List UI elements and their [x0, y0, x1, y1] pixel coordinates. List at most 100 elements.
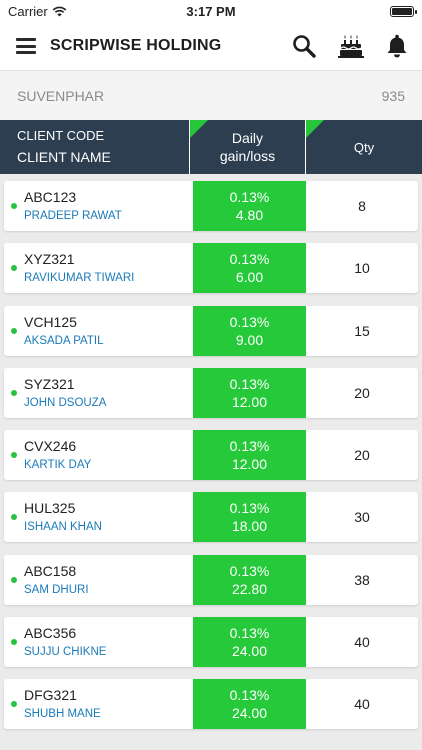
client-name[interactable]: RAVIKUMAR TIWARI: [24, 272, 135, 285]
status-dot: [11, 265, 17, 272]
client-code: CVX246: [24, 438, 77, 455]
client-name[interactable]: ISHAAN KHAN: [24, 521, 102, 534]
header-daily-gain-loss[interactable]: Daily gain/loss: [190, 120, 306, 174]
carrier-label: Carrier: [8, 3, 48, 19]
app-header: SCRIPWISE HOLDING: [0, 22, 422, 70]
client-name[interactable]: PRADEEP RAWAT: [24, 210, 122, 222]
gain-value: 4.80: [235, 207, 264, 223]
client-cell: SYZ321 JOHN DSOUZA: [4, 368, 193, 418]
holding-row[interactable]: VCH125 AKSADA PATIL 0.13% 9.00 15: [4, 305, 418, 356]
header-client-name: CLIENT NAME: [17, 149, 111, 165]
gain-cell: 0.13% 24.00: [193, 679, 306, 730]
gain-percent: 0.13%: [229, 438, 270, 455]
gain-cell: 0.13% 4.80: [193, 181, 306, 231]
status-bar: Carrier 3:17 PM: [0, 0, 422, 22]
status-dot: [11, 203, 17, 209]
status-dot: [11, 327, 17, 334]
status-dot: [11, 452, 17, 459]
client-cell: HUL325 ISHAAN KHAN: [4, 492, 193, 542]
gain-cell: 0.13% 24.00: [193, 617, 306, 668]
client-code: ABC123: [24, 189, 77, 205]
gain-value: 18.00: [231, 518, 268, 535]
client-name[interactable]: SHUBH MANE: [24, 708, 101, 721]
sort-marker: [306, 120, 324, 138]
battery-fill: [392, 7, 412, 15]
status-left: Carrier: [8, 4, 67, 19]
search-icon[interactable]: [292, 34, 316, 58]
client-name[interactable]: JOHN DSOUZA: [24, 396, 107, 409]
client-code: VCH125: [24, 313, 77, 330]
client-code: HUL325: [24, 500, 76, 517]
gain-cell: 0.13% 6.00: [193, 243, 306, 294]
client-name[interactable]: SUJJU CHIKNE: [24, 646, 107, 659]
gain-cell: 0.13% 9.00: [193, 305, 306, 356]
gain-percent: 0.13%: [229, 189, 270, 205]
client-name[interactable]: SAM DHURI: [24, 583, 89, 596]
holding-list: ABC123 PRADEEP RAWAT 0.13% 4.80 8 XYZ321 RAVIK…: [0, 174, 422, 730]
page-title: SCRIPWISE HOLDING: [50, 37, 222, 54]
client-cell: ABC158 SAM DHURI: [4, 555, 193, 605]
client-code: DFG321: [24, 687, 77, 704]
birthday-cake-icon[interactable]: [338, 33, 364, 59]
scrip-name: SUVENPHAR: [17, 87, 105, 104]
gain-percent: 0.13%: [229, 313, 270, 330]
gain-percent: 0.13%: [229, 562, 270, 579]
holding-row[interactable]: HUL325 ISHAAN KHAN 0.13% 18.00 30: [4, 492, 418, 543]
bell-icon[interactable]: [386, 34, 408, 58]
wifi-icon: [52, 6, 67, 16]
header-daily-label: Daily: [231, 130, 264, 146]
holding-row[interactable]: ABC123 PRADEEP RAWAT 0.13% 4.80 8: [4, 181, 418, 231]
gain-value: 24.00: [231, 643, 268, 660]
header-qty-label: Qty: [353, 139, 375, 155]
client-name[interactable]: AKSADA PATIL: [24, 334, 104, 347]
holding-row[interactable]: ABC356 SUJJU CHIKNE 0.13% 24.00 40: [4, 617, 418, 668]
holding-row[interactable]: DFG321 SHUBH MANE 0.13% 24.00 40: [4, 679, 418, 730]
holding-row[interactable]: XYZ321 RAVIKUMAR TIWARI 0.13% 6.00 10: [4, 243, 418, 294]
qty-cell: 20: [354, 447, 370, 464]
client-cell: DFG321 SHUBH MANE: [4, 679, 193, 729]
gain-value: 12.00: [231, 393, 268, 410]
client-cell: ABC123 PRADEEP RAWAT: [4, 181, 193, 231]
client-cell: VCH125 AKSADA PATIL: [4, 306, 193, 356]
client-code: XYZ321: [24, 251, 75, 268]
client-cell: ABC356 SUJJU CHIKNE: [4, 617, 193, 667]
client-name[interactable]: KARTIK DAY: [24, 459, 92, 472]
scrip-summary: SUVENPHAR 935: [0, 70, 422, 120]
holding-row[interactable]: CVX246 KARTIK DAY 0.13% 12.00 20: [4, 430, 418, 481]
gain-value: 12.00: [231, 456, 268, 473]
qty-cell: 38: [354, 571, 370, 588]
status-dot: [11, 514, 17, 521]
gain-value: 9.00: [235, 331, 264, 348]
client-cell: CVX246 KARTIK DAY: [4, 430, 193, 480]
header-actions: [292, 33, 408, 59]
gain-cell: 0.13% 18.00: [193, 492, 306, 543]
holding-row[interactable]: SYZ321 JOHN DSOUZA 0.13% 12.00 20: [4, 367, 418, 418]
holding-row[interactable]: ABC158 SAM DHURI 0.13% 22.80 38: [4, 554, 418, 605]
gain-percent: 0.13%: [229, 625, 270, 642]
scrip-value: 935: [381, 87, 405, 104]
battery-icon: [390, 5, 417, 17]
qty-cell: 30: [354, 509, 370, 526]
gain-percent: 0.13%: [229, 251, 270, 268]
qty-cell: 10: [354, 260, 370, 277]
status-dot: [11, 701, 17, 708]
status-dot: [11, 576, 17, 583]
menu-icon[interactable]: [16, 38, 36, 54]
client-code: SYZ321: [24, 375, 75, 392]
sort-marker: [190, 120, 208, 138]
qty-cell: 40: [354, 634, 370, 651]
status-dot: [11, 639, 17, 646]
qty-cell: 40: [354, 696, 370, 713]
qty-cell: 15: [354, 322, 370, 339]
qty-cell: 8: [358, 198, 366, 214]
gain-percent: 0.13%: [229, 687, 270, 704]
client-cell: XYZ321 RAVIKUMAR TIWARI: [4, 243, 193, 293]
header-qty[interactable]: Qty: [306, 120, 422, 174]
client-code: ABC158: [24, 562, 77, 579]
gain-value: 24.00: [231, 705, 268, 722]
qty-cell: 20: [354, 384, 370, 401]
table-header: CLIENT CODE CLIENT NAME Daily gain/loss …: [0, 120, 422, 174]
status-dot: [11, 389, 17, 396]
gain-cell: 0.13% 22.80: [193, 554, 306, 605]
header-client[interactable]: CLIENT CODE CLIENT NAME: [0, 120, 190, 174]
